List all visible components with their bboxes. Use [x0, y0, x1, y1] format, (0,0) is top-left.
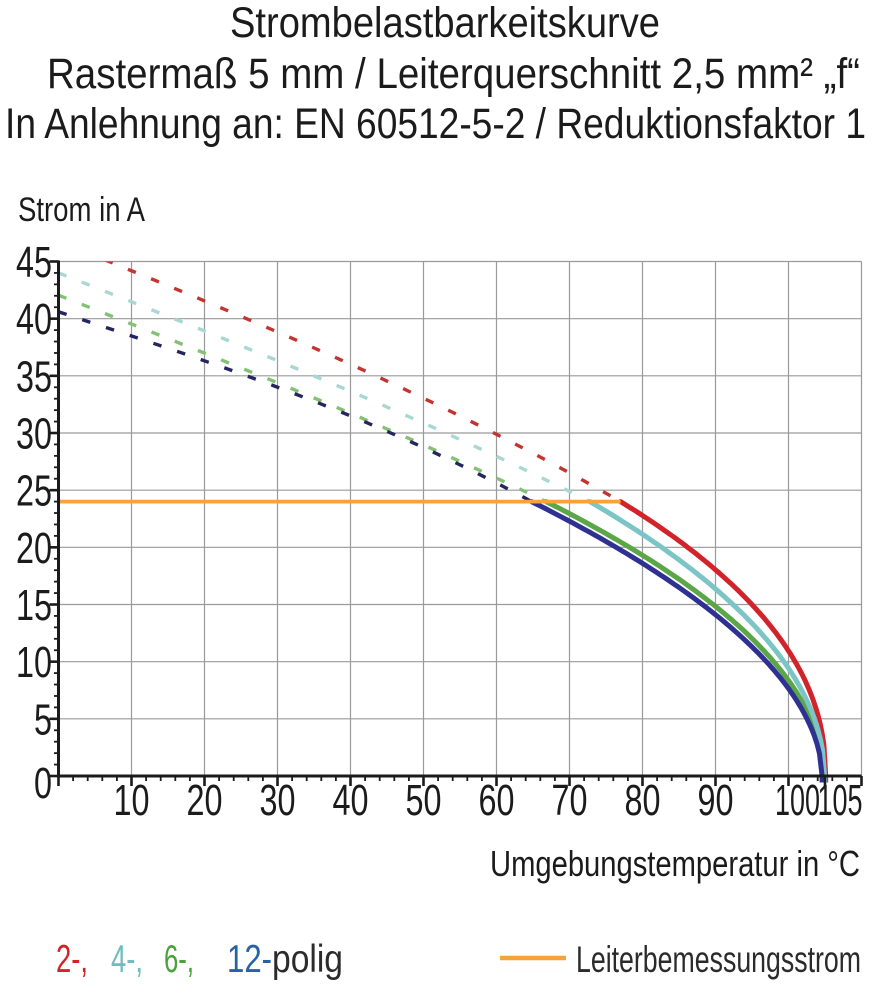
- svg-text:0: 0: [34, 759, 52, 808]
- svg-text:45: 45: [16, 238, 52, 287]
- svg-text:105: 105: [818, 776, 863, 825]
- svg-text:4-,: 4-,: [111, 938, 143, 981]
- svg-text:100: 100: [775, 776, 820, 825]
- svg-text:35: 35: [16, 352, 52, 401]
- svg-text:80: 80: [625, 776, 661, 825]
- svg-text:20: 20: [187, 776, 223, 825]
- svg-text:50: 50: [406, 776, 442, 825]
- svg-text:60: 60: [479, 776, 515, 825]
- svg-text:2-,: 2-,: [56, 938, 88, 981]
- svg-text:40: 40: [16, 295, 52, 344]
- svg-text:5: 5: [34, 695, 52, 744]
- svg-text:Strombelastbarkeitskurve: Strombelastbarkeitskurve: [230, 0, 660, 47]
- svg-text:In Anlehnung an: EN 60512-5-2: In Anlehnung an: EN 60512-5-2 / Reduktio…: [5, 100, 866, 148]
- svg-text:Strom in A: Strom in A: [18, 191, 145, 229]
- svg-text:25: 25: [16, 467, 52, 516]
- svg-text:20: 20: [16, 524, 52, 573]
- svg-text:90: 90: [698, 776, 734, 825]
- svg-text:Rastermaß 5 mm / Leiterquersch: Rastermaß 5 mm / Leiterquerschnitt 2,5 m…: [47, 50, 860, 98]
- svg-text:polig: polig: [272, 938, 343, 981]
- svg-text:15: 15: [16, 581, 52, 630]
- svg-text:30: 30: [16, 410, 52, 459]
- svg-text:Umgebungstemperatur in °C: Umgebungstemperatur in °C: [490, 843, 860, 884]
- svg-text:10: 10: [114, 776, 150, 825]
- svg-text:30: 30: [260, 776, 296, 825]
- svg-text:6-,: 6-,: [164, 938, 194, 981]
- svg-text:12-: 12-: [227, 938, 272, 981]
- svg-text:40: 40: [333, 776, 369, 825]
- svg-text:70: 70: [552, 776, 588, 825]
- svg-text:Leiterbemessungsstrom: Leiterbemessungsstrom: [576, 939, 861, 980]
- svg-text:10: 10: [16, 638, 52, 687]
